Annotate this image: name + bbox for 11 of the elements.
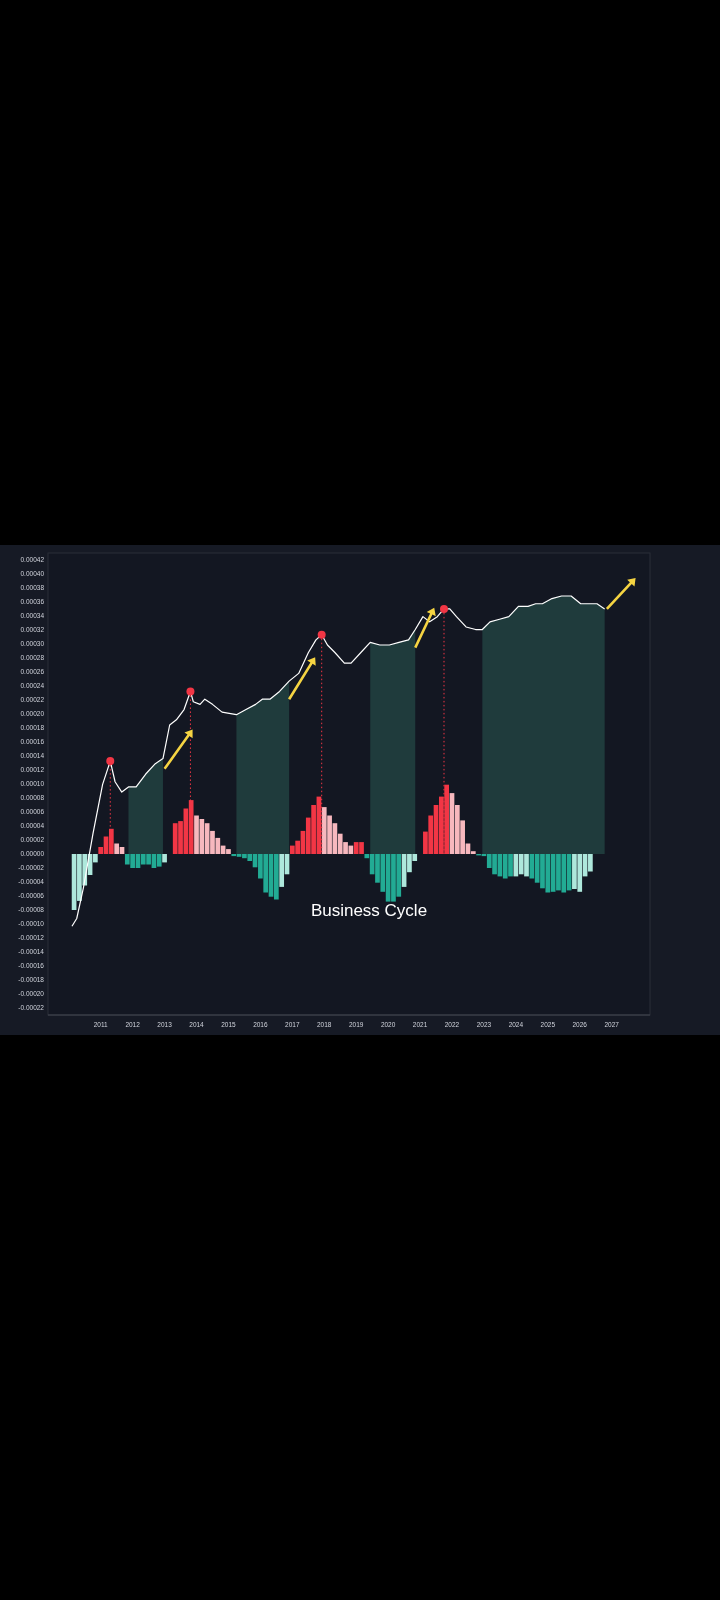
point — [106, 757, 115, 766]
bar — [156, 854, 162, 867]
bar — [273, 854, 279, 900]
annotation: Business Cycle — [310, 900, 428, 920]
point — [186, 687, 195, 696]
bar — [231, 854, 237, 857]
bar — [279, 854, 285, 887]
bar — [162, 854, 167, 863]
bar — [114, 843, 120, 854]
point — [440, 604, 449, 613]
point — [317, 630, 326, 639]
